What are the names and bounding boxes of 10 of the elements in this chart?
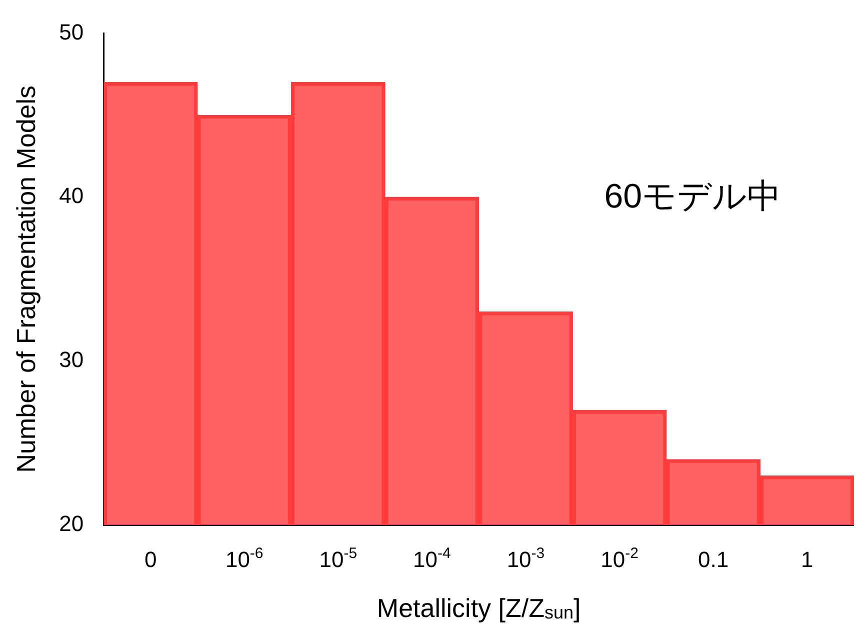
y-tick-label: 30 <box>59 347 84 372</box>
y-tick-label: 50 <box>59 19 84 44</box>
annotation: 60モデル中 <box>604 178 782 216</box>
y-tick-label: 40 <box>59 183 84 208</box>
x-axis-title: Metallicity [Z/Zsun] <box>376 593 581 623</box>
y-tick-label: 20 <box>59 511 84 536</box>
y-axis-title: Number of Fragmentation Models <box>10 85 41 473</box>
x-tick-label: 0.1 <box>698 547 729 572</box>
x-tick-label: 0 <box>144 547 157 572</box>
x-tick-label: 1 <box>800 547 814 572</box>
